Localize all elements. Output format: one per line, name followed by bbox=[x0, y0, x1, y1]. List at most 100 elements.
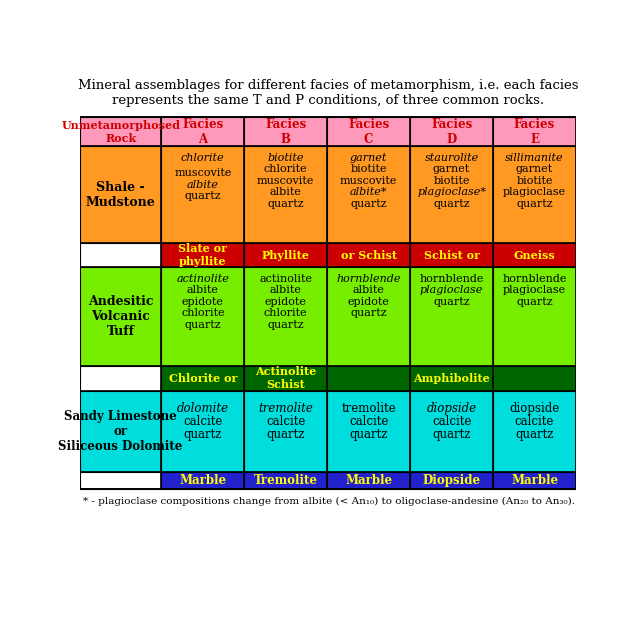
Text: biotite: biotite bbox=[516, 176, 553, 186]
Text: calcite: calcite bbox=[266, 415, 305, 428]
Bar bbox=[327, 117, 410, 147]
Text: quartz: quartz bbox=[268, 199, 304, 209]
Text: sillimanite: sillimanite bbox=[505, 152, 564, 163]
Text: garnet: garnet bbox=[433, 164, 470, 174]
Text: calcite: calcite bbox=[183, 415, 223, 428]
Text: calcite: calcite bbox=[432, 415, 471, 428]
Text: Sandy Limestone
or
Siliceous Dolomite: Sandy Limestone or Siliceous Dolomite bbox=[58, 410, 183, 453]
Text: chlorite: chlorite bbox=[181, 152, 225, 163]
Text: albite: albite bbox=[187, 179, 219, 190]
Text: staurolite: staurolite bbox=[424, 152, 479, 163]
Text: Marble: Marble bbox=[511, 474, 558, 487]
Text: Actinolite
Schist: Actinolite Schist bbox=[255, 367, 316, 390]
Bar bbox=[327, 390, 410, 472]
Bar bbox=[244, 242, 327, 267]
Text: Diopside: Diopside bbox=[422, 474, 481, 487]
Text: dolomite: dolomite bbox=[177, 402, 229, 415]
Text: quartz: quartz bbox=[184, 320, 221, 330]
Bar bbox=[493, 117, 576, 147]
Text: albite: albite bbox=[270, 187, 301, 197]
Bar bbox=[327, 366, 576, 390]
Text: quartz: quartz bbox=[516, 199, 553, 209]
Text: Facies
E: Facies E bbox=[514, 118, 555, 146]
Bar bbox=[410, 390, 493, 472]
Bar bbox=[493, 267, 576, 366]
Text: diopside: diopside bbox=[509, 402, 559, 415]
Bar bbox=[244, 366, 327, 390]
Bar bbox=[410, 472, 493, 489]
Text: hornblende: hornblende bbox=[419, 273, 484, 284]
Text: Marble: Marble bbox=[179, 474, 227, 487]
Text: quartz: quartz bbox=[350, 308, 387, 318]
Text: calcite: calcite bbox=[349, 415, 388, 428]
Bar bbox=[161, 472, 244, 489]
Bar bbox=[327, 267, 410, 366]
Text: quartz: quartz bbox=[267, 428, 305, 441]
Text: Phyllite: Phyllite bbox=[262, 249, 310, 260]
Bar bbox=[80, 147, 161, 242]
Text: quartz: quartz bbox=[349, 428, 388, 441]
Text: chlorite: chlorite bbox=[264, 308, 308, 318]
Bar bbox=[80, 366, 161, 390]
Text: actinolite: actinolite bbox=[177, 273, 229, 284]
Text: albite: albite bbox=[270, 285, 301, 295]
Bar bbox=[161, 147, 244, 242]
Bar bbox=[244, 267, 327, 366]
Text: plagioclase: plagioclase bbox=[420, 285, 483, 295]
Text: Facies
A: Facies A bbox=[182, 118, 223, 146]
Text: quartz: quartz bbox=[268, 320, 304, 330]
Text: Schist or: Schist or bbox=[424, 249, 479, 260]
Text: Facies
D: Facies D bbox=[431, 118, 472, 146]
Text: Chlorite or: Chlorite or bbox=[169, 373, 237, 384]
Text: quartz: quartz bbox=[433, 428, 471, 441]
Text: * - plagioclase compositions change from albite (< An₁₀) to oligoclase-andesine : * - plagioclase compositions change from… bbox=[83, 497, 575, 506]
Text: tremolite: tremolite bbox=[341, 402, 396, 415]
Text: calcite: calcite bbox=[515, 415, 554, 428]
Text: Gneiss: Gneiss bbox=[514, 249, 556, 260]
Bar bbox=[493, 147, 576, 242]
Bar bbox=[161, 267, 244, 366]
Bar bbox=[244, 472, 327, 489]
Text: Facies
B: Facies B bbox=[265, 118, 307, 146]
Text: quartz: quartz bbox=[350, 199, 387, 209]
Bar bbox=[80, 117, 161, 147]
Bar bbox=[244, 147, 327, 242]
Text: albite: albite bbox=[187, 285, 219, 295]
Text: biotite: biotite bbox=[268, 152, 304, 163]
Text: tremolite: tremolite bbox=[259, 402, 313, 415]
Bar bbox=[327, 472, 410, 489]
Text: muscovite: muscovite bbox=[174, 168, 232, 178]
Text: hornblende: hornblende bbox=[337, 273, 401, 284]
Bar bbox=[80, 472, 161, 489]
Text: quartz: quartz bbox=[184, 191, 221, 201]
Text: actinolite: actinolite bbox=[259, 273, 312, 284]
Text: albite: albite bbox=[353, 285, 385, 295]
Text: chlorite: chlorite bbox=[181, 308, 225, 318]
Text: Marble: Marble bbox=[345, 474, 392, 487]
Bar bbox=[410, 147, 493, 242]
Text: plagioclase: plagioclase bbox=[503, 285, 566, 295]
Text: quartz: quartz bbox=[515, 428, 554, 441]
Bar bbox=[410, 242, 493, 267]
Text: quartz: quartz bbox=[433, 199, 470, 209]
Bar bbox=[161, 390, 244, 472]
Bar bbox=[161, 242, 244, 267]
Text: biotite: biotite bbox=[351, 164, 387, 174]
Bar bbox=[244, 390, 327, 472]
Text: epidote: epidote bbox=[182, 296, 224, 307]
Bar bbox=[410, 267, 493, 366]
Text: diopside: diopside bbox=[426, 402, 477, 415]
Bar bbox=[161, 117, 244, 147]
Text: chlorite: chlorite bbox=[264, 164, 308, 174]
Bar bbox=[327, 242, 410, 267]
Text: Amphibolite: Amphibolite bbox=[413, 373, 490, 384]
Text: quartz: quartz bbox=[184, 428, 222, 441]
Text: muscovite: muscovite bbox=[257, 176, 314, 186]
Text: quartz: quartz bbox=[433, 296, 470, 307]
Bar bbox=[80, 390, 161, 472]
Text: hornblende: hornblende bbox=[502, 273, 567, 284]
Bar bbox=[161, 366, 244, 390]
Text: epidote: epidote bbox=[348, 296, 390, 307]
Text: Facies
C: Facies C bbox=[348, 118, 389, 146]
Text: plagioclase: plagioclase bbox=[503, 187, 566, 197]
